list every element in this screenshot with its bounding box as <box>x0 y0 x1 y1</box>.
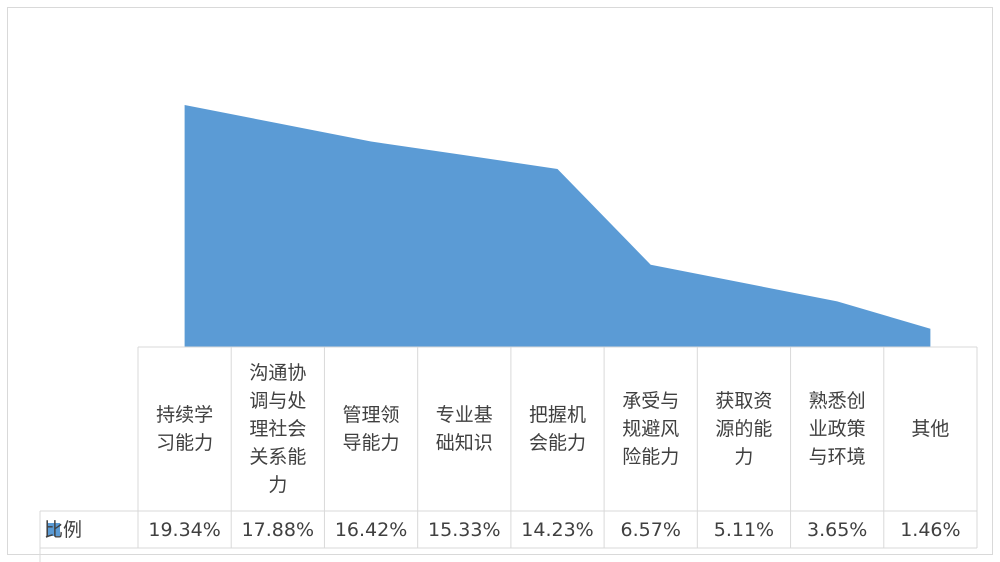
value-label: 5.11% <box>714 519 774 541</box>
category-label-line: 理社会 <box>249 418 306 440</box>
category-label: 其他 <box>911 418 949 440</box>
category-label-line: 把握机 <box>529 404 586 426</box>
category-label-line: 管理领 <box>343 404 400 426</box>
category-label-line: 专业基 <box>436 404 493 426</box>
category-label: 持续学习能力 <box>156 404 213 454</box>
category-label-line: 与环境 <box>809 446 866 468</box>
category-label-line: 熟悉创 <box>809 390 866 412</box>
value-label: 6.57% <box>621 519 681 541</box>
value-label: 3.65% <box>807 519 867 541</box>
category-label: 获取资源的能力 <box>715 390 772 468</box>
category-label-line: 关系能 <box>249 446 306 468</box>
category-label-line: 险能力 <box>622 446 679 468</box>
category-label-line: 业政策 <box>809 418 866 440</box>
category-label: 把握机会能力 <box>529 404 586 454</box>
category-label-line: 沟通协 <box>249 362 306 384</box>
category-label: 专业基础知识 <box>436 404 493 454</box>
value-label: 16.42% <box>335 519 407 541</box>
value-label: 14.23% <box>521 519 593 541</box>
category-label-line: 习能力 <box>156 432 213 454</box>
category-label: 熟悉创业政策与环境 <box>809 390 866 468</box>
category-label-line: 规避风 <box>622 418 679 440</box>
area <box>184 105 931 347</box>
value-label: 15.33% <box>428 519 500 541</box>
category-label: 承受与规避风险能力 <box>622 390 679 468</box>
value-label: 19.34% <box>148 519 220 541</box>
category-label-line: 力 <box>734 446 753 468</box>
value-label: 1.46% <box>900 519 960 541</box>
category-label-line: 础知识 <box>436 432 493 454</box>
category-label-line: 源的能 <box>715 418 772 440</box>
category-label-line: 承受与 <box>622 390 679 412</box>
legend-swatch <box>47 523 60 536</box>
category-label-line: 其他 <box>911 418 949 440</box>
category-label-line: 调与处 <box>249 390 306 412</box>
category-label-line: 导能力 <box>343 432 400 454</box>
category-label-line: 会能力 <box>529 432 586 454</box>
category-label: 沟通协调与处理社会关系能力 <box>249 362 306 496</box>
category-label-line: 力 <box>268 474 287 496</box>
category-label: 管理领导能力 <box>343 404 400 454</box>
value-label: 17.88% <box>242 519 314 541</box>
chart-border <box>7 7 993 555</box>
category-label-line: 持续学 <box>156 404 213 426</box>
category-label-line: 获取资 <box>715 390 772 412</box>
legend-label: 比例 <box>44 519 82 541</box>
